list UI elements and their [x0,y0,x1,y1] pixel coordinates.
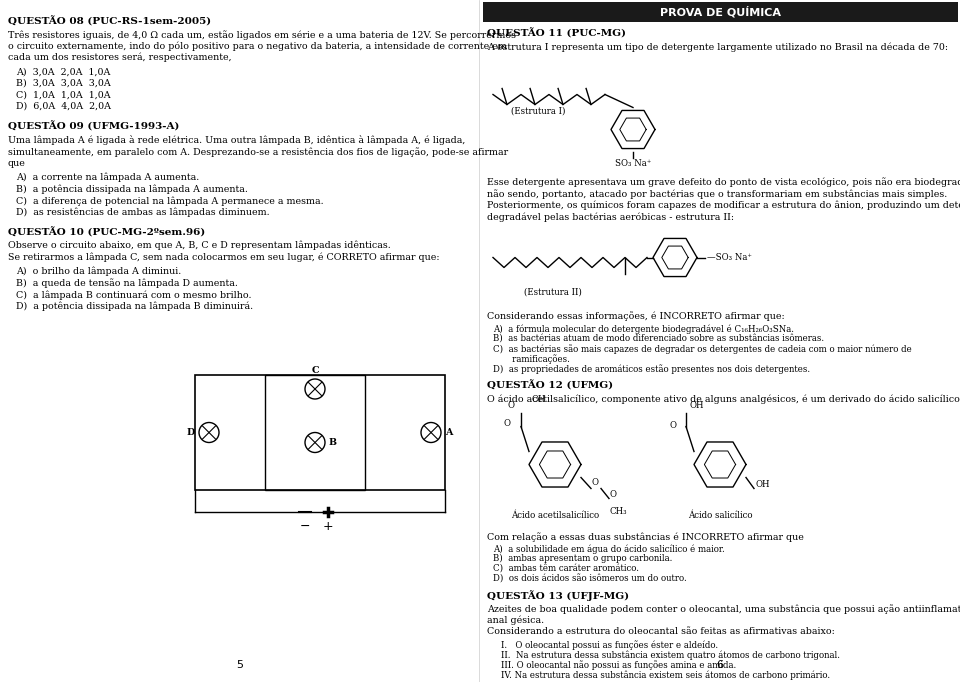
Text: O: O [592,478,599,487]
Text: CH₃: CH₃ [609,507,627,516]
Text: 6: 6 [716,660,724,670]
Text: (Estrutura II): (Estrutura II) [524,288,582,297]
Text: I.   O oleocantal possui as funções éster e aldeído.: I. O oleocantal possui as funções éster … [501,640,718,650]
Text: —SO₃ Na⁺: —SO₃ Na⁺ [707,253,752,262]
Text: ramificações.: ramificações. [493,354,570,364]
Text: Ácido acetilsalicílico: Ácido acetilsalicílico [511,511,599,520]
Text: D)  os dois ácidos são isômeros um do outro.: D) os dois ácidos são isômeros um do out… [493,574,686,583]
Text: 5: 5 [236,660,244,670]
Text: Considerando a estrutura do oleocantal são feitas as afirmativas abaixo:: Considerando a estrutura do oleocantal s… [487,627,835,636]
Text: que: que [8,158,26,168]
Text: Três resistores iguais, de 4,0 Ω cada um, estão ligados em série e a uma bateria: Três resistores iguais, de 4,0 Ω cada um… [8,30,516,40]
Text: (Estrutura I): (Estrutura I) [511,106,565,115]
Text: B)  a potência dissipada na lâmpada A aumenta.: B) a potência dissipada na lâmpada A aum… [16,185,248,194]
Text: Considerando essas informações, é INCORRETO afirmar que:: Considerando essas informações, é INCORR… [487,312,784,321]
Text: O: O [670,421,677,430]
Text: Se retirarmos a lâmpada C, sem nada colocarmos em seu lugar, é CORRETO afirmar q: Se retirarmos a lâmpada C, sem nada colo… [8,252,440,262]
Text: −: − [300,520,310,533]
Text: QUESTÃO 11 (PUC-MG): QUESTÃO 11 (PUC-MG) [487,28,626,38]
Text: A estrutura I representa um tipo de detergente largamente utilizado no Brasil na: A estrutura I representa um tipo de dete… [487,42,948,52]
Text: A)  a solubilidade em água do ácido salicílico é maior.: A) a solubilidade em água do ácido salic… [493,544,725,554]
Text: D: D [187,428,195,437]
Text: não sendo, portanto, atacado por bactérias que o transformariam em substâncias m: não sendo, portanto, atacado por bactéri… [487,189,948,198]
Text: C)  1,0A  1,0A  1,0A: C) 1,0A 1,0A 1,0A [16,91,110,100]
Text: QUESTÃO 12 (UFMG): QUESTÃO 12 (UFMG) [487,380,613,390]
Text: o circuito externamente, indo do pólo positivo para o negativo da bateria, a int: o circuito externamente, indo do pólo po… [8,42,507,51]
Text: Com relação a essas duas substâncias é INCORRETO afirmar que: Com relação a essas duas substâncias é I… [487,533,804,542]
Text: OH: OH [531,394,545,404]
Bar [195,375,445,490]
Text: O ácido acetilsalicílico, componente ativo de alguns analgésicos, é um derivado : O ácido acetilsalicílico, componente ati… [487,394,960,404]
Text: A)  3,0A  2,0A  1,0A: A) 3,0A 2,0A 1,0A [16,68,110,76]
Text: O: O [609,490,616,499]
Text: C)  ambas têm caráter aromático.: C) ambas têm caráter aromático. [493,564,639,573]
Bar [483,2,958,22]
Text: A: A [445,428,452,437]
Text: IV. Na estrutura dessa substância existem seis átomos de carbono primário.: IV. Na estrutura dessa substância existe… [501,670,830,680]
Text: A)  a corrente na lâmpada A aumenta.: A) a corrente na lâmpada A aumenta. [16,173,200,183]
Text: simultaneamente, em paralelo com A. Desprezando-se a resistência dos fios de lig: simultaneamente, em paralelo com A. Desp… [8,147,508,157]
Text: Azeites de boa qualidade podem conter o oleocantal, uma substância que possui aç: Azeites de boa qualidade podem conter o … [487,604,960,614]
Text: QUESTÃO 10 (PUC-MG-2ºsem.96): QUESTÃO 10 (PUC-MG-2ºsem.96) [8,227,205,237]
Text: Posteriormente, os químicos foram capazes de modificar a estrutura do ânion, pro: Posteriormente, os químicos foram capaze… [487,201,960,210]
Text: D)  as propriedades de aromáticos estão presentes nos dois detergentes.: D) as propriedades de aromáticos estão p… [493,364,810,374]
Text: O: O [508,400,515,409]
Text: SO₃ Na⁺: SO₃ Na⁺ [615,160,652,168]
Text: anal gésica.: anal gésica. [487,615,544,625]
Text: B)  as bactérias atuam de modo diferenciado sobre as substâncias isômeras.: B) as bactérias atuam de modo diferencia… [493,334,824,343]
Text: Uma lâmpada A é ligada à rede elétrica. Uma outra lâmpada B, idêntica à lâmpada : Uma lâmpada A é ligada à rede elétrica. … [8,136,466,145]
Text: A)  a fórmula molecular do detergente biodegradável é C₁₆H₂₆O₃SNa.: A) a fórmula molecular do detergente bio… [493,324,794,333]
Text: cada um dos resistores será, respectivamente,: cada um dos resistores será, respectivam… [8,53,231,63]
Text: +: + [323,520,333,533]
Text: QUESTÃO 13 (UFJF-MG): QUESTÃO 13 (UFJF-MG) [487,590,629,601]
Text: QUESTÃO 08 (PUC-RS-1sem-2005): QUESTÃO 08 (PUC-RS-1sem-2005) [8,16,211,27]
Text: A)  o brilho da lâmpada A diminui.: A) o brilho da lâmpada A diminui. [16,267,181,276]
Bar [265,375,365,490]
Text: Esse detergente apresentava um grave defeito do ponto de vista ecológico, pois n: Esse detergente apresentava um grave def… [487,177,960,188]
Text: OH: OH [690,400,705,409]
Text: C)  a diferença de potencial na lâmpada A permanece a mesma.: C) a diferença de potencial na lâmpada A… [16,196,324,205]
Text: PROVA DE QUÍMICA: PROVA DE QUÍMICA [660,6,781,18]
Text: B)  a queda de tensão na lâmpada D aumenta.: B) a queda de tensão na lâmpada D aument… [16,278,238,288]
Text: QUESTÃO 09 (UFMG-1993-A): QUESTÃO 09 (UFMG-1993-A) [8,121,180,132]
Text: C)  a lâmpada B continuará com o mesmo brilho.: C) a lâmpada B continuará com o mesmo br… [16,290,252,299]
Text: O: O [503,419,510,428]
Text: B)  3,0A  3,0A  3,0A: B) 3,0A 3,0A 3,0A [16,79,110,88]
Text: Observe o circuito abaixo, em que A, B, C e D representam lâmpadas idênticas.: Observe o circuito abaixo, em que A, B, … [8,241,391,250]
Text: degradável pelas bactérias aeróbicas - estrutura II:: degradável pelas bactérias aeróbicas - e… [487,212,734,222]
Text: D)  a potência dissipada na lâmpada B diminuirá.: D) a potência dissipada na lâmpada B dim… [16,301,253,311]
Text: D)  6,0A  4,0A  2,0A: D) 6,0A 4,0A 2,0A [16,102,111,111]
Text: OH: OH [755,480,770,489]
Text: D)  as resistências de ambas as lâmpadas diminuem.: D) as resistências de ambas as lâmpadas … [16,207,270,217]
Text: C: C [311,366,319,375]
Text: II.  Na estrutura dessa substância existem quatro átomos de carbono trigonal.: II. Na estrutura dessa substância existe… [501,651,840,660]
Text: Ácido salicílico: Ácido salicílico [687,511,753,520]
Text: III. O oleocantal não possui as funções amina e amida.: III. O oleocantal não possui as funções … [501,660,736,670]
Text: C)  as bactérias são mais capazes de degradar os detergentes de cadeia com o mai: C) as bactérias são mais capazes de degr… [493,344,912,354]
Text: B: B [329,438,337,447]
Text: B)  ambas apresentam o grupo carbonila.: B) ambas apresentam o grupo carbonila. [493,554,672,563]
